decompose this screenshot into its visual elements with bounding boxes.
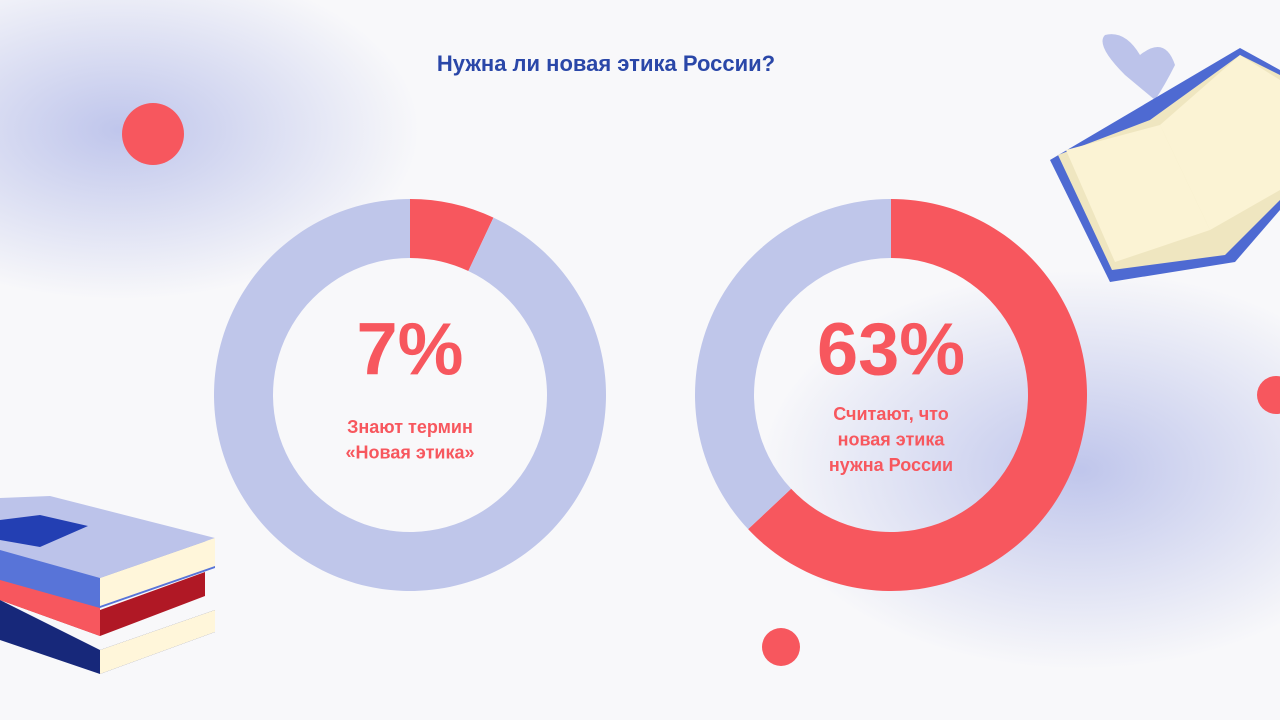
donut-segment: [213, 199, 606, 592]
decor-circle: [1257, 376, 1280, 414]
donut-caption: «Новая этика»: [346, 442, 475, 462]
donut-caption: нужна России: [829, 455, 953, 475]
books-illustration: [0, 496, 215, 674]
chart-title: Нужна ли новая этика России?: [437, 51, 775, 76]
value-label: 7%: [357, 308, 464, 391]
donut-caption: Знают термин: [347, 417, 473, 437]
donut-caption: новая этика: [838, 429, 946, 449]
value-label: 63%: [817, 308, 965, 391]
donut-segment: [410, 199, 494, 272]
donut-caption: Считают, что: [833, 404, 949, 424]
donut-segment: [748, 199, 1087, 591]
donut-segment: [695, 199, 891, 530]
decor-circle: [122, 103, 184, 165]
decor-circle: [762, 628, 800, 666]
book-illustration: [1050, 34, 1280, 282]
